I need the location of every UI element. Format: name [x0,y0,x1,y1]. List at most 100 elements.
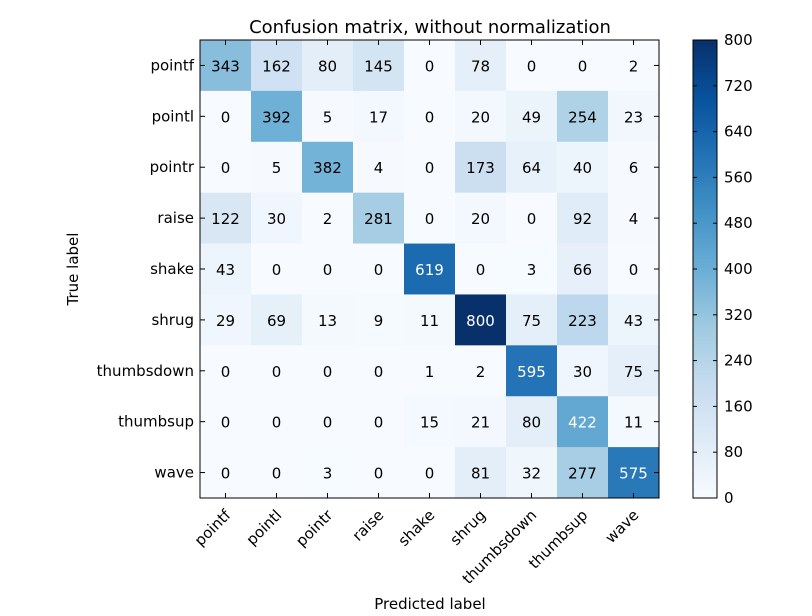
cell-value-label-8-0: 0 [221,465,231,483]
colorbar-tick-label-80: 80 [724,443,743,461]
heatmap-cell-0-7 [557,40,609,92]
heatmap-cell-0-5 [455,40,507,92]
cell-value-label-3-0: 122 [211,210,240,228]
heatmap-cell-0-0 [200,40,252,92]
cell-value-label-3-6: 0 [527,210,537,228]
heatmap-cell-4-1 [251,243,303,295]
heatmap-cell-2-2 [302,141,354,193]
colorbar-tick-label-560: 560 [724,168,753,186]
heatmap-cell-4-3 [353,243,405,295]
cell-value-label-4-4: 619 [415,261,444,279]
cell-value-label-3-5: 20 [471,210,490,228]
cell-value-label-1-7: 254 [568,108,597,126]
colorbar-tick-label-320: 320 [724,306,753,324]
cell-value-label-7-2: 0 [323,414,333,432]
cell-value-label-2-7: 40 [573,159,592,177]
y-tick-label-pointf: pointf [150,56,194,74]
heatmap-cell-5-2 [302,294,354,346]
heatmap-cell-5-6 [506,294,558,346]
cell-value-label-6-2: 0 [323,363,333,381]
heatmap-cell-8-1 [251,447,303,499]
heatmap-cell-7-7 [557,396,609,448]
heatmap-cell-3-7 [557,192,609,244]
heatmap-labels: 343 162 80 145 0 78 0 0 20 392 5 17 0 20 49 254 230 5 382 4… [211,57,648,482]
heatmap-cell-8-0 [200,447,252,499]
cell-value-label-8-2: 3 [323,465,333,483]
cell-value-label-5-1: 69 [267,312,286,330]
x-tick-label-pointr: pointr [292,506,337,551]
cell-value-label-2-4: 0 [425,159,435,177]
heatmap-cell-1-4 [404,90,456,143]
heatmap-cell-1-0 [200,90,252,143]
cell-value-label-8-5: 81 [471,465,490,483]
y-tick-label-thumbsdown: thumbsdown [97,362,194,380]
cell-value-label-5-4: 11 [420,312,439,330]
y-axis-tick-labels: pointf pointl pointr raise shake shrug thumbsd… [97,56,195,481]
colorbar-tick-labels: 0 80 160 240 320 400 480 560 640 720 800 [724,31,753,507]
heatmap-cell-3-3 [353,192,405,244]
heatmap-cell-4-5 [455,243,507,295]
heatmap-cell-4-8 [608,243,660,295]
cell-value-label-3-2: 2 [323,210,333,228]
cell-value-label-6-6: 595 [517,363,546,381]
heatmap-cell-7-5 [455,396,507,448]
cell-value-label-2-3: 4 [374,159,384,177]
cell-value-label-7-8: 11 [624,414,643,432]
heatmap-cell-5-0 [200,294,252,346]
heatmap-cells [200,40,660,499]
heatmap-cell-3-5 [455,192,507,244]
cell-value-label-1-2: 5 [323,108,333,126]
colorbar-tick-label-720: 720 [724,77,753,95]
cell-value-label-4-5: 0 [476,261,486,279]
cell-value-label-2-6: 64 [522,159,541,177]
x-axis-ticks [225,40,634,498]
heatmap-cell-8-4 [404,447,456,499]
cell-value-label-3-4: 0 [425,210,435,228]
heatmap-cell-7-3 [353,396,405,448]
heatmap-cell-0-8 [608,40,660,92]
x-tick-label-shrug: shrug [447,506,490,549]
cell-value-label-6-4: 1 [425,363,435,381]
cell-value-label-7-3: 0 [374,414,384,432]
heatmap-cell-6-6 [506,345,558,397]
cell-value-label-5-3: 9 [374,312,384,330]
x-tick-label-pointf: pointf [191,506,235,550]
cell-value-label-2-1: 5 [272,159,282,177]
cell-value-label-7-4: 15 [420,414,439,432]
cell-value-label-4-1: 0 [272,261,282,279]
cell-value-label-1-5: 20 [471,108,490,126]
cell-value-label-6-0: 0 [221,363,231,381]
heatmap-cell-5-3 [353,294,405,346]
y-tick-label-shake: shake [150,260,194,278]
heatmap-cell-6-2 [302,345,354,397]
heatmap-cell-5-7 [557,294,609,346]
colorbar-tick-label-0: 0 [724,489,734,507]
heatmap-cell-6-4 [404,345,456,397]
heatmap-cell-1-1 [251,90,303,143]
heatmap-cell-8-6 [506,447,558,499]
cell-value-label-0-7: 0 [578,57,588,75]
heatmap-cell-8-5 [455,447,507,499]
cell-value-label-4-2: 0 [323,261,333,279]
cell-value-label-8-1: 0 [272,465,282,483]
x-tick-label-shake: shake [395,506,439,550]
cell-value-label-4-6: 3 [527,261,537,279]
y-tick-label-wave: wave [154,464,194,482]
x-tick-label-pointl: pointl [243,506,286,549]
heatmap-cell-0-6 [506,40,558,92]
cell-value-label-4-8: 0 [629,261,639,279]
colorbar-tick-label-160: 160 [724,397,753,415]
cell-value-label-5-0: 29 [216,312,235,330]
cell-value-label-0-3: 145 [364,57,393,75]
heatmap-cell-1-2 [302,90,354,143]
heatmap-cell-1-7 [557,90,609,143]
heatmap-cell-2-3 [353,141,405,193]
y-tick-label-pointr: pointr [150,158,195,176]
cell-value-label-7-5: 21 [471,414,490,432]
heatmap-cell-3-8 [608,192,660,244]
cell-value-label-5-2: 13 [318,312,337,330]
cell-value-label-6-7: 30 [573,363,592,381]
heatmap-cell-3-2 [302,192,354,244]
